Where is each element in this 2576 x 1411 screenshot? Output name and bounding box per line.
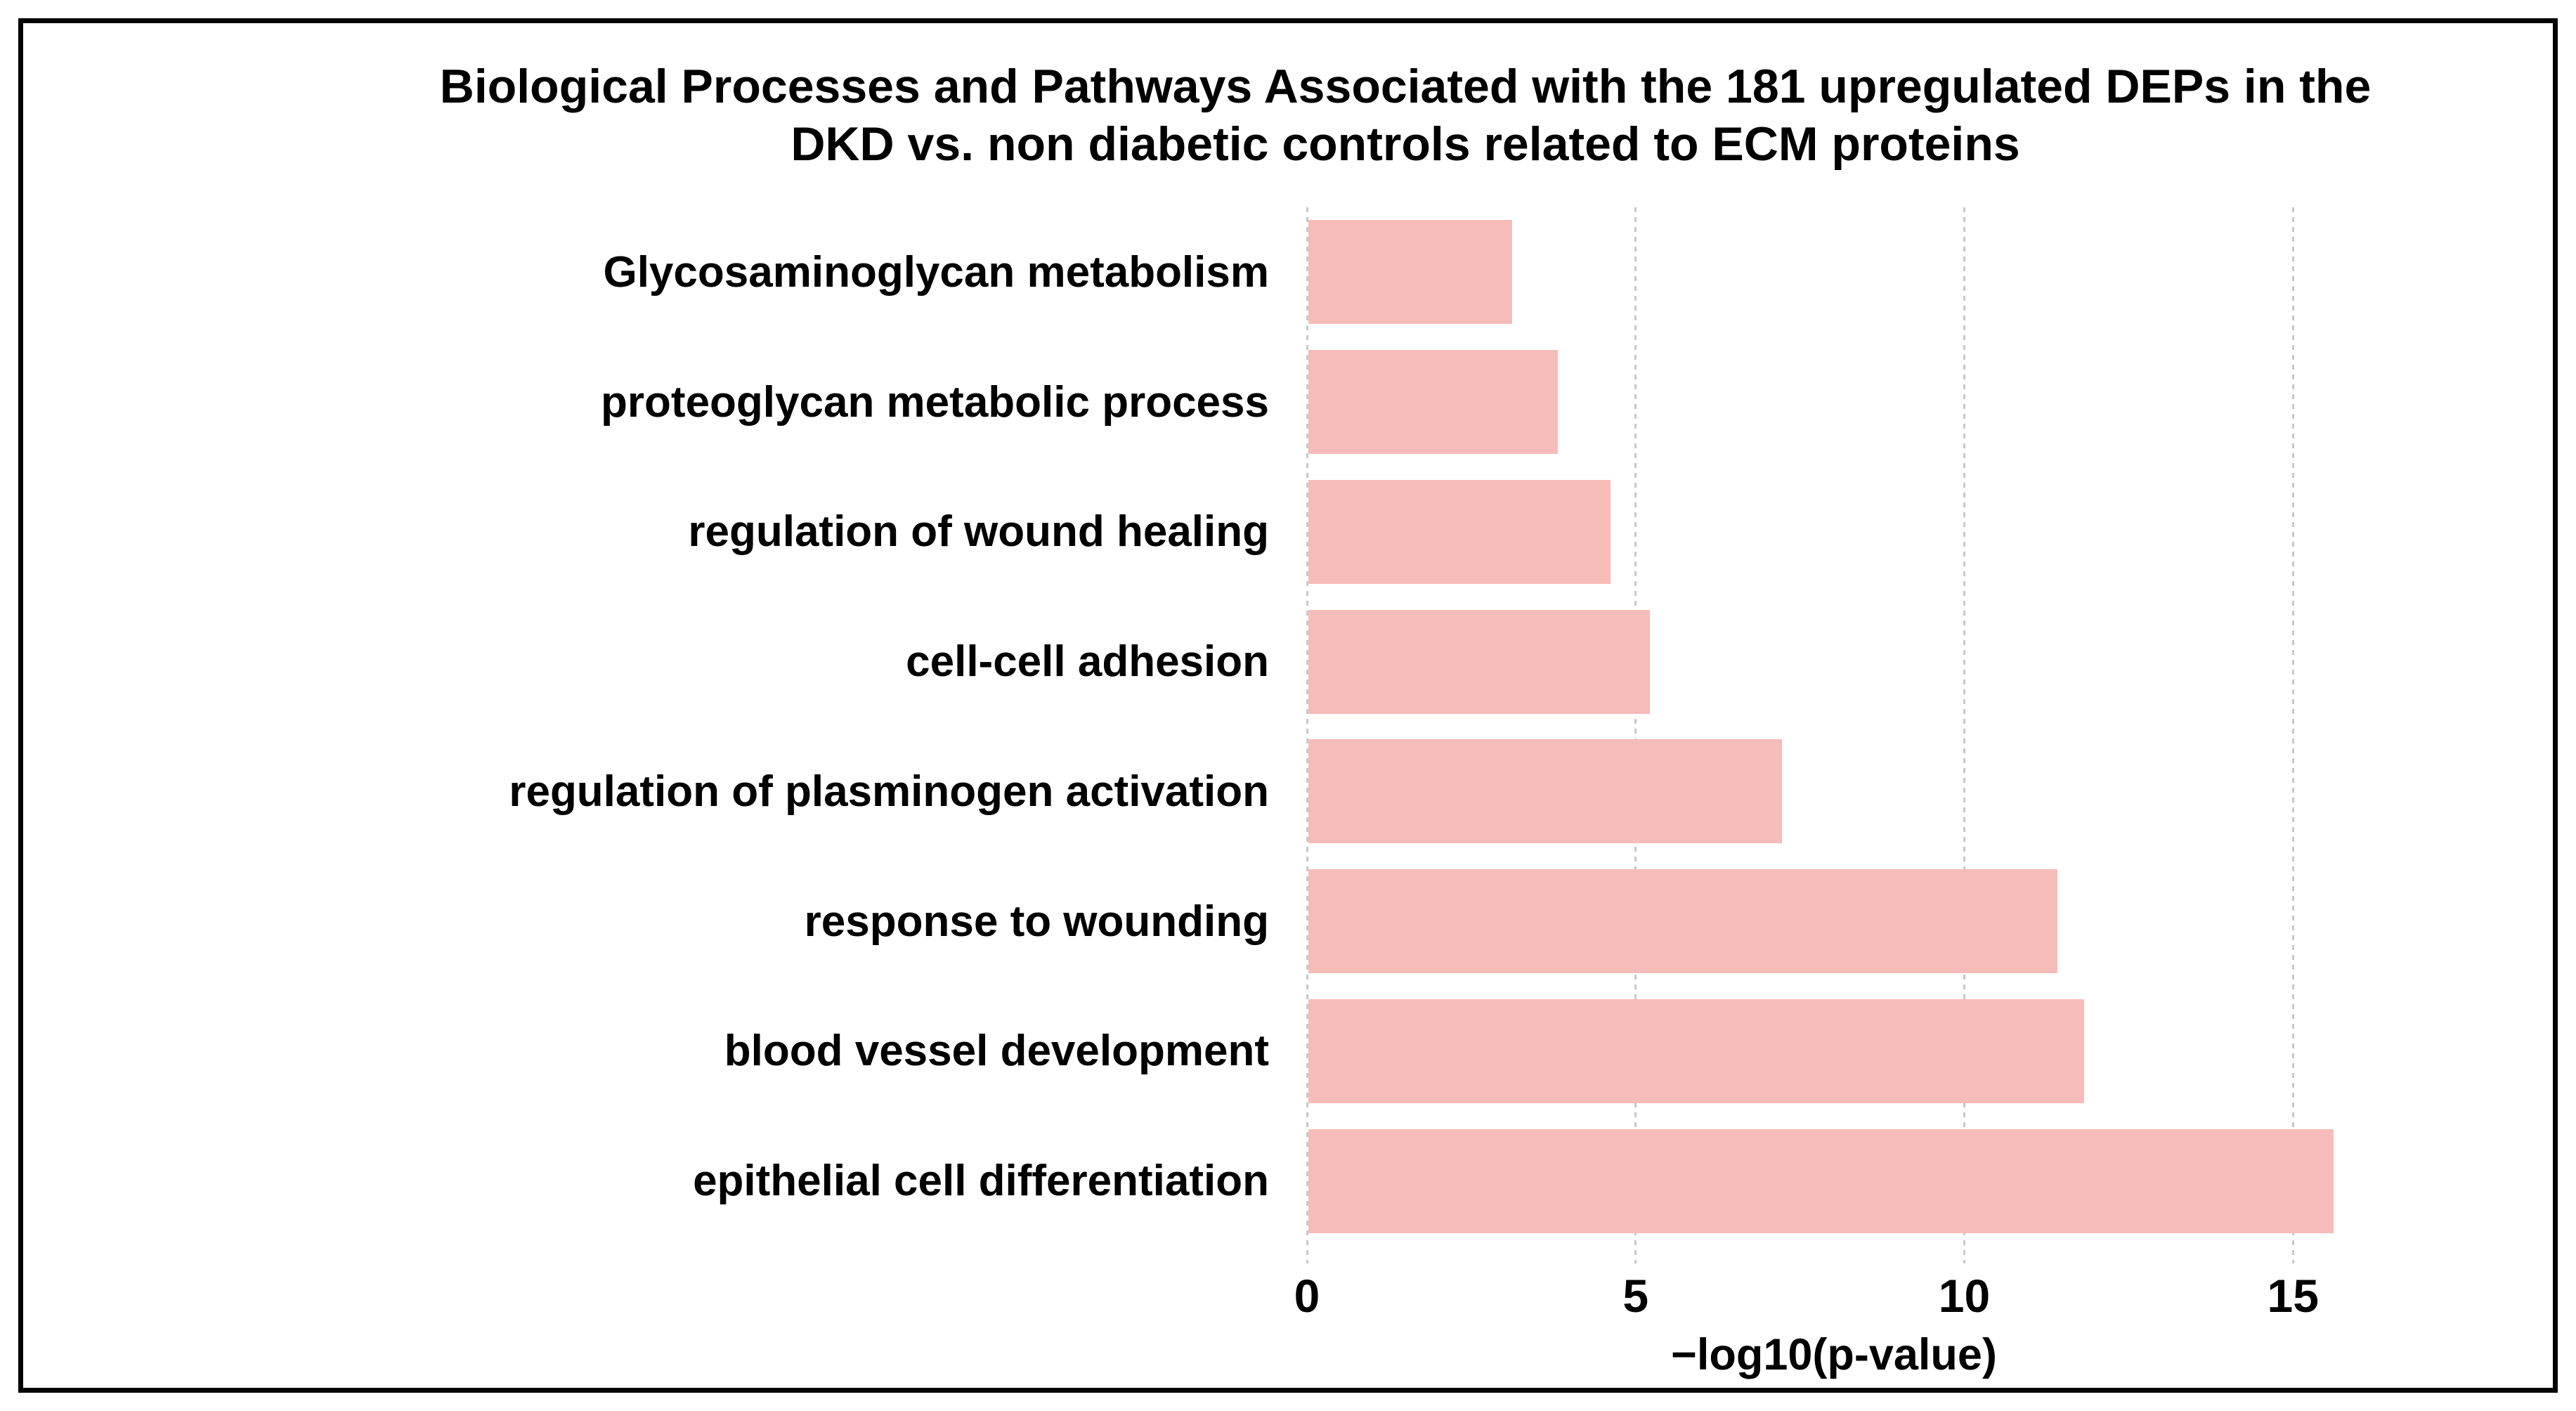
category-label: regulation of plasminogen activation <box>509 767 1269 816</box>
category-label: cell-cell adhesion <box>906 637 1269 687</box>
bar-cell-cell-adhesion <box>1308 609 1651 714</box>
x-axis-title: −log10(p-value) <box>1671 1330 1997 1379</box>
bar-glycosaminoglycan-metabolism <box>1308 220 1512 325</box>
category-label: epithelial cell differentiation <box>693 1157 1269 1206</box>
bar-blood-vessel-development <box>1308 999 2084 1103</box>
bar-regulation-of-wound-healing <box>1308 479 1611 584</box>
category-label: regulation of wound healing <box>688 507 1269 557</box>
category-label: response to wounding <box>804 897 1269 946</box>
x-tick-label: 15 <box>2267 1270 2319 1322</box>
chart-title: Biological Processes and Pathways Associ… <box>281 58 2530 173</box>
bar-regulation-of-plasminogen-activation <box>1308 739 1782 844</box>
bar-epithelial-cell-differentiation <box>1308 1129 2334 1233</box>
gridline-x-15 <box>2291 207 2294 1263</box>
x-tick-label: 5 <box>1622 1270 1649 1322</box>
bar-proteoglycan-metabolic-process <box>1308 350 1559 455</box>
category-label: proteoglycan metabolic process <box>601 377 1269 427</box>
x-tick-label: 0 <box>1294 1270 1320 1322</box>
x-tick-label: 10 <box>1938 1270 1991 1322</box>
gridline-x-0 <box>1306 207 1308 1263</box>
category-label: blood vessel development <box>724 1027 1269 1076</box>
bar-response-to-wounding <box>1308 869 2058 974</box>
chart-title-line-2: DKD vs. non diabetic controls related to… <box>791 117 2020 171</box>
plot-area <box>1306 207 2530 1263</box>
category-label: Glycosaminoglycan metabolism <box>603 247 1269 297</box>
gridline-x-10 <box>1963 207 1965 1263</box>
gridline-x-5 <box>1634 207 1637 1263</box>
chart-title-line-1: Biological Processes and Pathways Associ… <box>439 60 2372 113</box>
